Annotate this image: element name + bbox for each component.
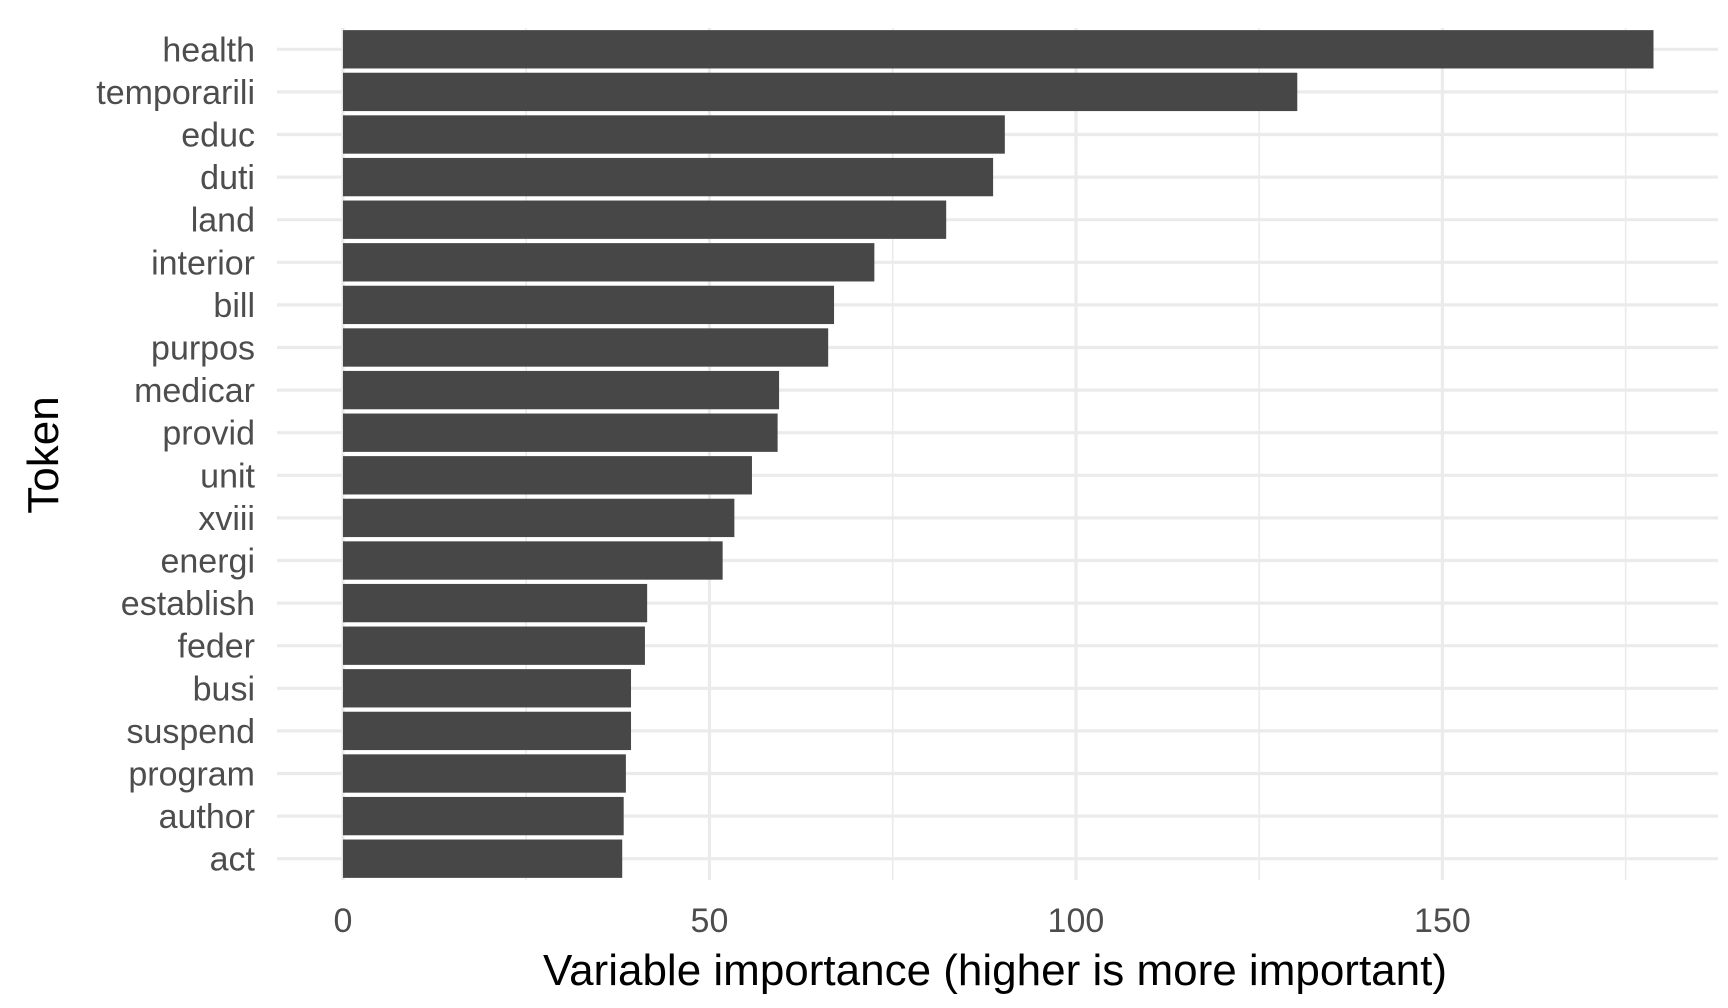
y-tick-label: temporarili xyxy=(96,74,255,112)
y-tick-label: land xyxy=(191,202,255,240)
y-tick-label: duti xyxy=(200,159,255,197)
y-tick-label: medicar xyxy=(134,372,255,410)
bar-act xyxy=(342,839,623,878)
bar-temporarili xyxy=(342,72,1298,112)
bar-energi xyxy=(342,541,723,580)
bar-interior xyxy=(342,243,875,282)
x-tick-label: 150 xyxy=(1414,902,1471,940)
y-tick-label: establish xyxy=(121,585,255,623)
y-tick-label: program xyxy=(128,756,255,794)
bar-duti xyxy=(342,157,994,197)
y-tick-label: provid xyxy=(162,415,255,453)
y-tick-label: health xyxy=(162,31,255,69)
y-tick-label: xviii xyxy=(198,500,255,538)
y-tick-label: educ xyxy=(181,117,255,155)
bar-author xyxy=(342,796,624,836)
y-tick-label: bill xyxy=(213,287,255,325)
bar-program xyxy=(342,754,626,793)
bar-establish xyxy=(342,583,648,623)
y-axis-title: Token xyxy=(19,396,68,513)
y-tick-label: unit xyxy=(200,457,255,495)
x-tick-labels: 0 50 100 150 xyxy=(334,902,1471,940)
bar-feder xyxy=(342,626,645,665)
y-tick-label: author xyxy=(159,798,255,836)
grid-lines xyxy=(277,28,1718,880)
x-axis-title: Variable importance (higher is more impo… xyxy=(543,946,1447,995)
bar-medicar xyxy=(342,370,780,410)
y-tick-label: interior xyxy=(151,244,255,282)
y-tick-label: busi xyxy=(193,670,255,708)
y-tick-label: suspend xyxy=(126,713,255,751)
x-tick-label: 0 xyxy=(334,902,353,940)
bar-busi xyxy=(342,669,632,708)
bar-educ xyxy=(342,115,1005,154)
bar-purpos xyxy=(342,328,829,367)
bar-provid xyxy=(342,413,778,452)
y-tick-label: purpos xyxy=(151,330,255,368)
bar-bill xyxy=(342,285,835,325)
bar-unit xyxy=(342,456,752,495)
bar-suspend xyxy=(342,711,632,751)
y-tick-label: energi xyxy=(160,543,255,581)
bar-land xyxy=(342,200,947,239)
bar-health xyxy=(342,30,1654,69)
bar-xviii xyxy=(342,498,735,538)
y-tick-label: act xyxy=(210,841,256,879)
y-tick-labels: health temporarili educ duti land interior bil… xyxy=(96,31,255,878)
x-tick-label: 50 xyxy=(691,902,729,940)
y-tick-label: feder xyxy=(178,628,256,666)
x-tick-label: 100 xyxy=(1048,902,1105,940)
bars xyxy=(342,30,1654,878)
